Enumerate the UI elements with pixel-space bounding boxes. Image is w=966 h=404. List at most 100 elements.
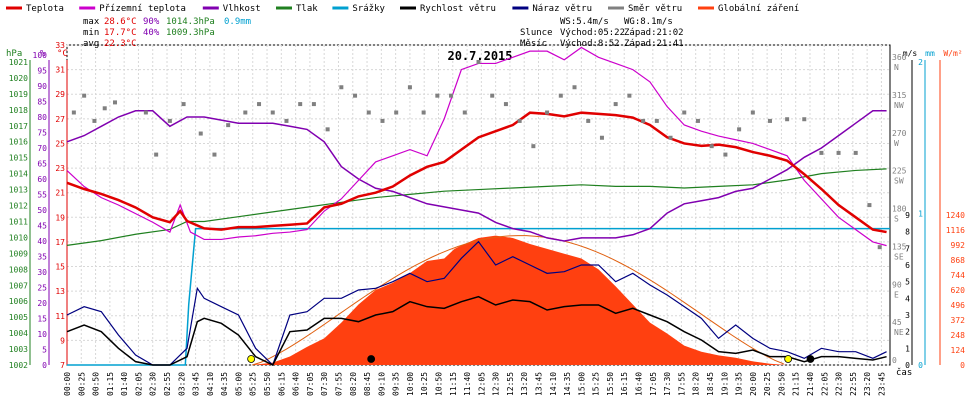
wind-direction-point	[167, 118, 172, 123]
wind-direction-point	[785, 117, 790, 122]
wind-direction-point	[113, 100, 118, 105]
tick-x: 13:20	[520, 372, 529, 396]
tick-celsius: 31	[55, 66, 65, 75]
tick-celsius: 9	[60, 336, 65, 345]
tick-hpa: 1012	[9, 202, 28, 211]
tick-ms: 4	[905, 294, 910, 303]
tick-x: 11:15	[449, 372, 458, 396]
tick-x: 01:15	[106, 372, 115, 396]
tick-x: 10:25	[420, 372, 429, 396]
tick-celsius: 7	[60, 361, 65, 370]
tick-hpa: 1021	[9, 58, 28, 67]
tick-x: 20:00	[749, 372, 758, 396]
wind-direction-point	[353, 93, 358, 98]
tick-pct: 60	[37, 175, 47, 184]
tick-dir-compass: SW	[894, 177, 904, 186]
series-temperature	[66, 111, 887, 234]
slunce-label: Slunce	[520, 28, 553, 38]
wind-direction-point	[613, 102, 618, 107]
tick-x: 14:10	[549, 372, 558, 396]
tick-pct: 50	[37, 206, 47, 215]
tick-x: 06:40	[292, 372, 301, 396]
tick-x: 10:50	[434, 372, 443, 396]
axis-ms-label: m/s	[903, 49, 918, 58]
wind-direction-point	[545, 110, 550, 115]
tick-celsius: 33	[55, 41, 65, 50]
legend: Teplota Přízemní teplota Vlhkost Tlak Srážky…	[6, 4, 799, 14]
stats-min-label: min	[83, 28, 99, 38]
tick-pct: 45	[37, 222, 47, 231]
wind-direction-point	[853, 150, 858, 155]
tick-pct: 10	[37, 330, 47, 339]
tick-hpa: 1006	[9, 297, 28, 306]
wind-direction-point	[243, 110, 248, 115]
tick-celsius: 21	[55, 189, 65, 198]
wind-direction-point	[311, 102, 316, 107]
legend-label: Srážky	[352, 4, 385, 14]
tick-x: 12:55	[506, 372, 515, 396]
wind-direction-point	[802, 117, 807, 122]
wind-direction-point	[599, 135, 604, 140]
tick-x: 16:15	[620, 372, 629, 396]
stats-avg-temp: 22.3°C	[104, 39, 137, 49]
tick-dir: 225	[892, 167, 907, 176]
tick-x: 18:45	[706, 372, 715, 396]
axis-wm2-label: W/m²	[943, 49, 962, 58]
wind-direction-point	[339, 85, 344, 90]
tick-x: 05:25	[249, 372, 258, 396]
tick-x: 20:25	[763, 372, 772, 396]
tick-x: 12:30	[492, 372, 501, 396]
tick-x: 08:45	[363, 372, 372, 396]
legend-label: Tlak	[296, 4, 318, 14]
tick-pct: 70	[37, 144, 47, 153]
tick-x: 20:50	[777, 372, 786, 396]
marker-moonset	[806, 355, 815, 363]
legend-label: Přízemní teplota	[99, 4, 186, 14]
axis-mm-label: mm	[925, 49, 935, 58]
wind-direction-point	[572, 85, 577, 90]
tick-x: 05:00	[234, 372, 243, 396]
wind-direction-point	[298, 102, 303, 107]
wind-direction-point	[627, 93, 632, 98]
tick-dir-compass: NW	[894, 101, 904, 110]
tick-wm2: 372	[951, 316, 966, 325]
tick-dir: 90	[892, 280, 902, 289]
wind-direction-point	[449, 93, 454, 98]
tick-x: 13:45	[535, 372, 544, 396]
wind-direction-point	[558, 93, 563, 98]
tick-dir: 180	[892, 205, 907, 214]
marker-moonrise	[367, 355, 376, 363]
tick-x: 00:00	[63, 372, 72, 396]
tick-pct: 15	[37, 315, 47, 324]
tick-x: 09:10	[377, 372, 386, 396]
legend-label: Globální záření	[718, 4, 799, 14]
wind-direction-point	[682, 110, 687, 115]
wind-direction-point	[476, 60, 481, 64]
tick-celsius: 29	[55, 90, 65, 99]
tick-wm2: 124	[951, 346, 966, 355]
wind-wg: WG:8.1m/s	[624, 17, 673, 27]
tick-x: 18:20	[692, 372, 701, 396]
wind-direction-point	[531, 144, 536, 149]
tick-mm: 1	[918, 210, 923, 219]
legend-label: Rychlost větru	[420, 4, 496, 14]
tick-mm: 2	[918, 58, 923, 67]
mesic-vychod: Východ:8:52	[560, 39, 620, 49]
wind-direction-point	[257, 102, 262, 107]
wind-direction-point	[586, 118, 591, 123]
tick-x: 10:00	[406, 372, 415, 396]
wind-direction-point	[737, 127, 742, 132]
tick-wm2: 620	[951, 286, 966, 295]
wind-direction-point	[181, 102, 186, 107]
wind-direction-point	[695, 118, 700, 123]
slunce-vychod: Východ:05:22	[560, 28, 625, 38]
tick-pct: 40	[37, 237, 47, 246]
tick-x: 08:20	[349, 372, 358, 396]
tick-dir-compass: N	[894, 63, 899, 72]
tick-pct: 80	[37, 113, 47, 122]
tick-hpa: 1016	[9, 138, 28, 147]
wind-direction-point	[819, 150, 824, 155]
slunce-zapad: Západ:21:02	[624, 28, 684, 38]
tick-x: 07:30	[320, 372, 329, 396]
marker-sunset	[784, 355, 793, 363]
